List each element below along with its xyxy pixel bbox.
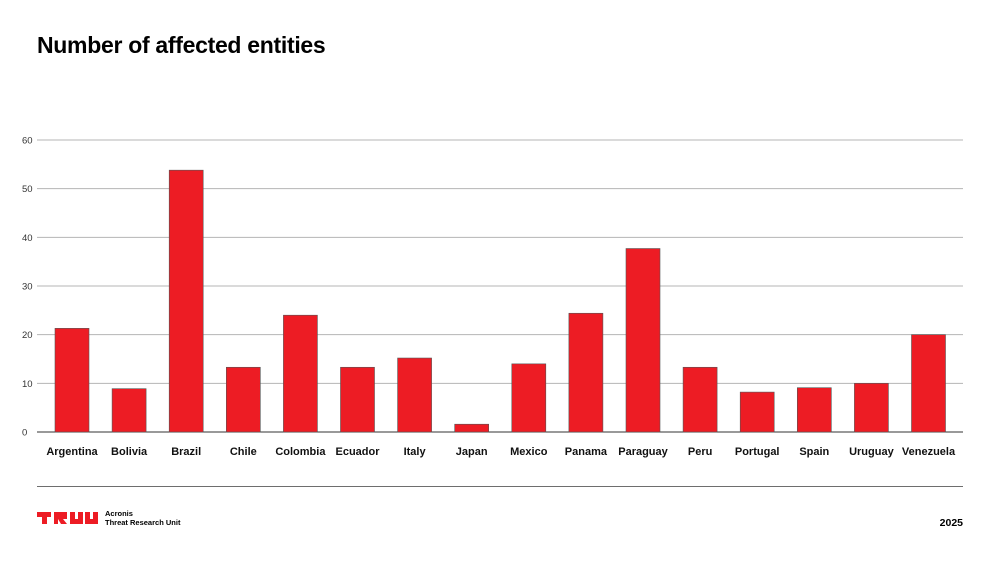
report-year: 2025	[939, 517, 963, 529]
x-tick-label: Brazil	[171, 446, 201, 458]
x-tick-label: Venezuela	[902, 446, 956, 458]
bar-argentina	[54, 328, 90, 433]
bar-bolivia	[111, 388, 147, 433]
bar-uruguay	[854, 383, 889, 433]
bar-peru	[682, 366, 718, 433]
bar-japan	[454, 423, 490, 433]
x-tick-label: Spain	[799, 446, 829, 458]
bar-colombia	[283, 314, 318, 433]
x-tick-label: Japan	[456, 446, 488, 458]
bar-chart: 0 10 20 30 40 50 60 Argentina Bolivia Brazil Chile…	[22, 136, 963, 458]
x-tick-label: Mexico	[510, 446, 548, 458]
x-tick-label: Bolivia	[111, 446, 148, 458]
bar-panama	[568, 312, 604, 433]
y-tick-label: 0	[22, 428, 27, 439]
x-tick-label: Paraguay	[618, 446, 668, 458]
y-tick-label: 20	[22, 330, 33, 341]
y-tick-label: 50	[22, 184, 33, 195]
bar-chile	[226, 366, 261, 433]
bar-brazil	[168, 169, 204, 433]
x-tick-label: Ecuador	[335, 446, 380, 458]
bar-portugal	[739, 391, 775, 433]
bar-spain	[796, 387, 832, 433]
brand-name: Acronis Threat Research Unit	[105, 509, 180, 527]
bar-venezuela	[911, 334, 946, 433]
y-tick-label: 60	[22, 136, 33, 147]
tru-logo-icon	[37, 512, 98, 524]
x-tick-label: Chile	[230, 446, 257, 458]
x-tick-label: Peru	[688, 446, 712, 458]
brand-line-1: Acronis	[105, 509, 133, 518]
footer-divider	[37, 486, 963, 487]
y-tick-label: 40	[22, 233, 33, 244]
brand-line-2: Threat Research Unit	[105, 518, 181, 527]
x-tick-label: Panama	[565, 446, 608, 458]
x-tick-label: Colombia	[275, 446, 326, 458]
bar-italy	[397, 357, 432, 433]
chart-title: Number of affected entities	[37, 32, 326, 58]
y-tick-label: 30	[22, 282, 33, 293]
x-tick-label: Argentina	[46, 446, 98, 458]
bar-mexico	[511, 363, 547, 433]
x-tick-label: Portugal	[735, 446, 780, 458]
x-tick-label: Uruguay	[849, 446, 895, 458]
bar-paraguay	[625, 248, 661, 433]
bar-ecuador	[340, 366, 375, 433]
x-tick-label: Italy	[404, 446, 427, 458]
y-tick-label: 10	[22, 379, 33, 390]
